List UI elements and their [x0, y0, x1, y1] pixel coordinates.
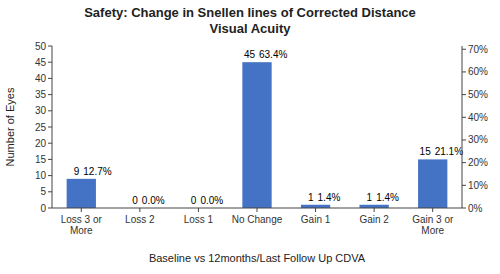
- x-tick: [81, 208, 82, 212]
- title: Safety: Change in Snellen lines of Corre…: [84, 5, 416, 36]
- y-tick: [48, 94, 52, 95]
- y-tick-label: 10: [35, 170, 47, 181]
- y2-tick-label: 20%: [468, 157, 488, 168]
- y-tick-label: 15: [35, 154, 47, 165]
- y-tick: [48, 62, 52, 63]
- annotation: 12.7%: [83, 166, 111, 177]
- annotation: 63.4%: [259, 49, 287, 60]
- y-tick: [48, 159, 52, 160]
- text-line: Safety: Change in Snellen lines of Corre…: [84, 5, 416, 20]
- y-tick: [48, 46, 52, 47]
- y2-tick: [462, 208, 466, 209]
- data-label: 1: [308, 192, 314, 203]
- y-axis-label: Number of Eyes: [4, 87, 16, 166]
- x-tick-label: Gain 2: [359, 214, 389, 225]
- bars: [67, 62, 448, 208]
- data-label: 15: [420, 146, 432, 157]
- text-line: No Change: [232, 214, 283, 225]
- y-tick-label: 30: [35, 105, 47, 116]
- y2-tick: [462, 185, 466, 186]
- y-tick: [48, 191, 52, 192]
- y2-tick: [462, 94, 466, 95]
- text-line: Loss 1: [184, 214, 214, 225]
- y-tick: [48, 175, 52, 176]
- text-line: Loss 2: [125, 214, 155, 225]
- y2-tick-label: 0%: [468, 203, 483, 214]
- y-tick: [48, 143, 52, 144]
- y-tick: [48, 127, 52, 128]
- text-line: Gain 3 or: [412, 214, 454, 225]
- y-tick-label: 5: [40, 186, 46, 197]
- y2-tick-label: 50%: [468, 89, 488, 100]
- y2-tick-label: 30%: [468, 134, 488, 145]
- x-tick-label: Gain 3 orMore: [412, 214, 454, 236]
- y2-tick: [462, 49, 466, 50]
- y-tick: [48, 110, 52, 111]
- text-line: Loss 3 or: [61, 214, 103, 225]
- x-tick-label: No Change: [232, 214, 283, 225]
- text-line: More: [70, 225, 93, 236]
- x-tick-label: Loss 3 orMore: [61, 214, 103, 236]
- text-line: Gain 1: [301, 214, 331, 225]
- x-tick: [257, 208, 258, 212]
- data-label: 0: [132, 195, 138, 206]
- x-tick-label: Loss 2: [125, 214, 155, 225]
- x-tick: [374, 208, 375, 212]
- y-tick-label: 25: [35, 122, 47, 133]
- bar: [418, 159, 447, 208]
- y-tick-label: 0: [40, 203, 46, 214]
- y2-tick-label: 40%: [468, 112, 488, 123]
- y-tick-label: 35: [35, 89, 47, 100]
- y2-tick: [462, 139, 466, 140]
- data-label: 0: [191, 195, 197, 206]
- y-tick-label: 20: [35, 138, 47, 149]
- x-tick: [198, 208, 199, 212]
- data-label: 9: [74, 166, 80, 177]
- y2-axis-line: [462, 46, 463, 208]
- y2-tick: [462, 117, 466, 118]
- y2-tick-label: 70%: [468, 44, 488, 55]
- annotation: 1.4%: [376, 192, 399, 203]
- bar: [67, 179, 96, 208]
- y2-tick-label: 60%: [468, 66, 488, 77]
- text-line: Visual Acuity: [210, 21, 292, 36]
- x-axis-label: Baseline vs 12months/Last Follow Up CDVA: [149, 252, 366, 264]
- annotation: 21.1%: [435, 146, 463, 157]
- x-tick: [432, 208, 433, 212]
- y-tick-label: 45: [35, 57, 47, 68]
- y-tick-label: 50: [35, 41, 47, 52]
- x-tick-label: Loss 1: [184, 214, 214, 225]
- x-tick: [139, 208, 140, 212]
- data-label: 45: [244, 49, 256, 60]
- annotation: 0.0%: [142, 195, 165, 206]
- text-line: Gain 2: [359, 214, 389, 225]
- text-line: More: [421, 225, 444, 236]
- annotation: 0.0%: [200, 195, 223, 206]
- annotation: 1.4%: [318, 192, 341, 203]
- y-tick: [48, 78, 52, 79]
- chart: Safety: Change in Snellen lines of Corre…: [0, 0, 500, 274]
- x-tick: [315, 208, 316, 212]
- y2-tick-label: 10%: [468, 180, 488, 191]
- y-tick-label: 40: [35, 73, 47, 84]
- bar: [242, 62, 271, 208]
- data-label: 1: [367, 192, 373, 203]
- chart-container: Safety: Change in Snellen lines of Corre…: [0, 0, 500, 274]
- y-tick: [48, 208, 52, 209]
- y2-tick: [462, 162, 466, 163]
- x-tick-label: Gain 1: [301, 214, 331, 225]
- y2-tick: [462, 71, 466, 72]
